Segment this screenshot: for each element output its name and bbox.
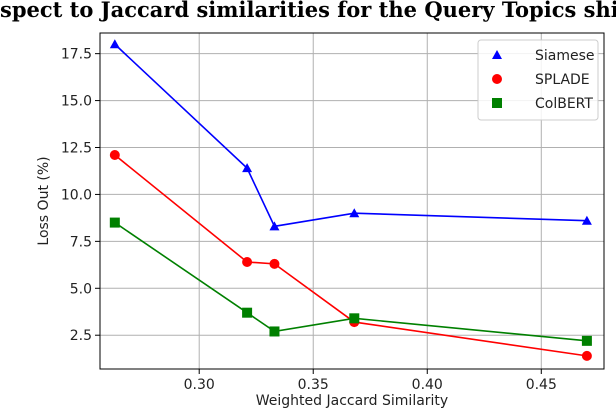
data-point — [269, 221, 280, 231]
y-tick-label: 10.0 — [61, 187, 92, 203]
data-point — [269, 258, 280, 269]
legend-item: SPLADE — [492, 72, 590, 88]
legend-item: ColBERT — [492, 96, 593, 112]
legend-marker — [492, 74, 502, 84]
legend-marker — [492, 50, 502, 59]
y-tick-label: 2.5 — [70, 328, 92, 344]
series-colbert — [109, 217, 592, 346]
data-point — [581, 335, 592, 346]
y-tick-label: 12.5 — [61, 141, 92, 157]
series-line — [114, 154, 588, 357]
data-point — [269, 326, 280, 337]
plot-area-frame — [99, 32, 605, 370]
legend-label: Siamese — [535, 48, 595, 64]
legend-label: SPLADE — [535, 72, 590, 88]
data-point — [242, 257, 253, 268]
series-layer — [109, 39, 592, 361]
axis-ticks: 0.30 0.35 0.40 0.45 2.5 5.0 7.5 10.0 12.5 15.0 17.… — [61, 47, 557, 393]
figure-caption: spect to Jaccard similarities for the Qu… — [0, 0, 616, 22]
legend-label: ColBERT — [535, 96, 593, 112]
legend-item: Siamese — [492, 48, 595, 64]
data-point — [349, 313, 360, 324]
legend: Siamese SPLADE ColBERT — [477, 39, 599, 121]
y-axis-label: Loss Out (%) — [36, 156, 52, 245]
series-splade — [109, 150, 592, 361]
data-point — [109, 150, 120, 161]
x-tick-label: 0.30 — [184, 377, 215, 393]
x-axis-label: Weighted Jaccard Similarity — [256, 393, 448, 409]
data-point — [109, 39, 120, 49]
x-tick-label: 0.40 — [412, 377, 443, 393]
data-point — [242, 163, 253, 173]
y-tick-label: 15.0 — [61, 94, 92, 110]
data-point — [581, 350, 592, 361]
legend-box — [477, 39, 599, 121]
y-tick-label: 7.5 — [70, 234, 92, 250]
data-point — [109, 217, 120, 228]
series-siamese — [109, 39, 592, 231]
data-point — [581, 215, 592, 225]
data-point — [349, 208, 360, 218]
data-point — [242, 307, 253, 318]
legend-marker — [492, 98, 502, 108]
x-tick-label: 0.45 — [526, 377, 557, 393]
y-tick-label: 5.0 — [70, 281, 92, 297]
y-tick-label: 17.5 — [61, 47, 92, 63]
x-tick-label: 0.35 — [298, 377, 329, 393]
